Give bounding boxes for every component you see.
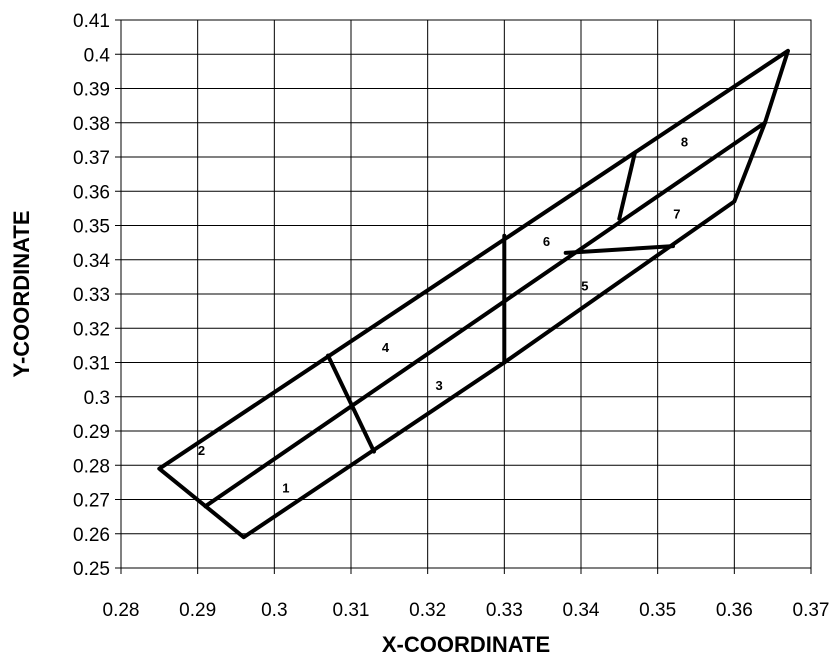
mesh-edge-1 — [157, 48, 790, 540]
x-tick-label: 0.31 — [333, 600, 370, 621]
region-label-1: 1 — [282, 481, 289, 496]
y-tick-label: 0.39 — [73, 80, 110, 101]
y-tick-label: 0.27 — [73, 491, 110, 512]
x-tick-label: 0.33 — [486, 600, 523, 621]
mesh-edges — [157, 48, 790, 540]
y-tick-label: 0.41 — [73, 11, 110, 32]
region-labels: 1 2 3 4 5 6 7 8 — [198, 135, 688, 496]
region-label-5: 5 — [581, 278, 588, 293]
x-tick-label: 0.34 — [563, 600, 600, 621]
y-tick-labels: 0.25 0.26 0.27 0.28 0.29 0.3 0.31 0.32 0.33 0.34 0… — [73, 11, 110, 580]
region-label-7: 7 — [673, 207, 680, 222]
y-tick-label: 0.3 — [84, 388, 110, 409]
y-tick-label: 0.34 — [73, 251, 110, 272]
y-axis-title: Y-COORDINATE — [9, 210, 34, 377]
y-tick-label: 0.33 — [73, 285, 110, 306]
mesh-edge-2 — [203, 120, 767, 509]
x-tick-label: 0.32 — [409, 600, 446, 621]
x-tick-label: 0.3 — [261, 600, 287, 621]
plot-frame — [120, 19, 812, 569]
mesh-edge-6 — [563, 244, 675, 255]
y-tick-label: 0.32 — [73, 319, 110, 340]
x-tick-label: 0.28 — [103, 600, 140, 621]
x-tick-label: 0.29 — [179, 600, 216, 621]
region-label-3: 3 — [436, 378, 443, 393]
y-tick-label: 0.31 — [73, 354, 110, 375]
y-tick-label: 0.35 — [73, 217, 110, 238]
y-tick-label: 0.4 — [84, 45, 111, 66]
y-tick-label: 0.36 — [73, 182, 110, 203]
x-axis-title: X-COORDINATE — [382, 632, 550, 657]
region-label-8: 8 — [681, 135, 688, 150]
y-tick-label: 0.37 — [73, 148, 110, 169]
mesh-edge-5 — [617, 151, 637, 221]
mesh-edge-3 — [326, 353, 376, 454]
x-tick-label: 0.36 — [716, 600, 753, 621]
region-label-2: 2 — [198, 443, 205, 458]
y-tick-label: 0.26 — [73, 525, 110, 546]
region-label-6: 6 — [543, 234, 550, 249]
y-tick-label: 0.29 — [73, 422, 110, 443]
region-label-4: 4 — [382, 340, 390, 355]
y-tick-label: 0.38 — [73, 114, 110, 135]
y-tick-label: 0.25 — [73, 559, 110, 580]
x-tick-label: 0.35 — [639, 600, 676, 621]
x-tick-labels: 0.28 0.29 0.3 0.31 0.32 0.33 0.34 0.35 0.36 0.37 — [103, 600, 830, 621]
x-tick-label: 0.37 — [793, 600, 830, 621]
y-tick-label: 0.28 — [73, 456, 110, 477]
